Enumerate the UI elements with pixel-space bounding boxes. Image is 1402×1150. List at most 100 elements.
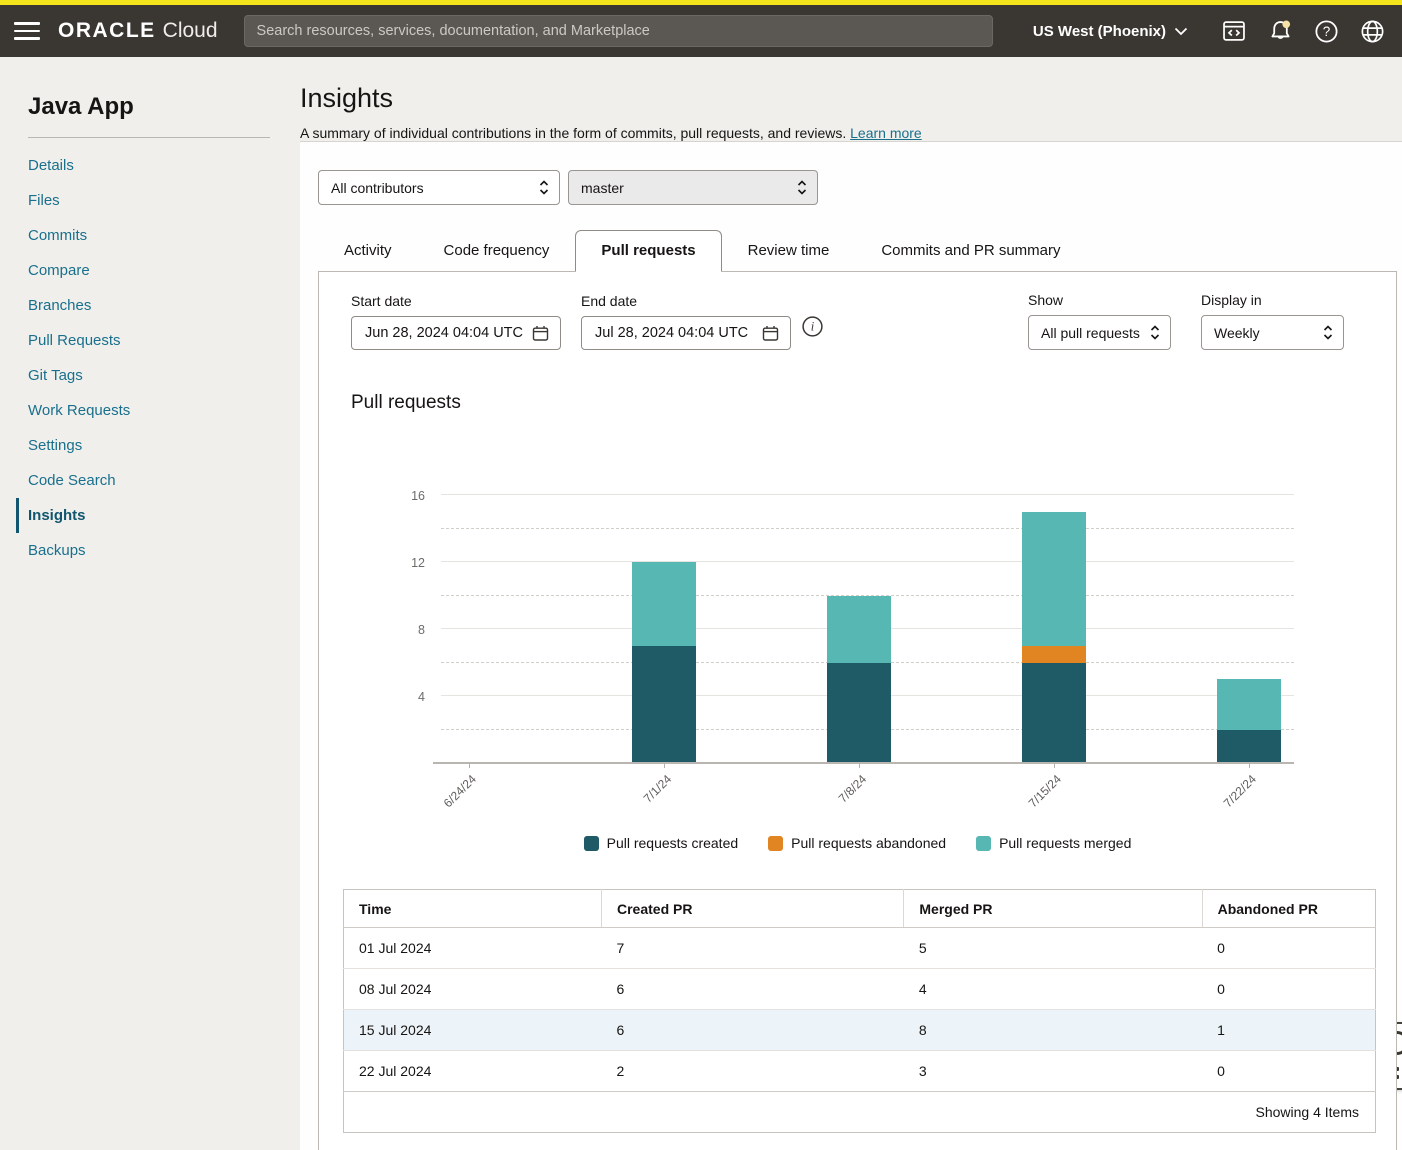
select-stepper-icon [1150, 325, 1160, 340]
end-date-input[interactable]: Jul 28, 2024 04:04 UTC [581, 316, 791, 350]
table-row[interactable]: 22 Jul 2024 2 3 0 [343, 1050, 1376, 1092]
help-icon[interactable]: ? [1312, 17, 1340, 45]
legend-item: Pull requests created [583, 835, 739, 851]
chart-legend: Pull requests created Pull requests aband… [319, 835, 1396, 851]
project-title: Java App [28, 93, 134, 120]
show-group: Show All pull requests [1028, 292, 1171, 350]
bar-segment[interactable] [1021, 645, 1086, 663]
tab-commits-pr-summary[interactable]: Commits and PR summary [881, 242, 1061, 259]
svg-text:i: i [811, 320, 815, 334]
region-selector[interactable]: US West (Phoenix) [1033, 23, 1188, 40]
notifications-bell-icon[interactable] [1266, 17, 1294, 45]
main-content: Insights A summary of individual contrib… [300, 57, 1402, 1150]
sidebar-item-commits[interactable]: Commits [28, 227, 88, 244]
table-row-highlighted[interactable]: 15 Jul 2024 6 8 1 [343, 1009, 1376, 1051]
start-date-value: Jun 28, 2024 04:04 UTC [365, 325, 523, 341]
table-row[interactable]: 01 Jul 2024 7 5 0 [343, 927, 1376, 969]
legend-label: Pull requests abandoned [791, 835, 947, 851]
show-select[interactable]: All pull requests [1028, 315, 1171, 350]
x-axis-tick [1053, 763, 1055, 768]
sidebar-item-compare[interactable]: Compare [28, 262, 90, 279]
showing-items-label: Showing 4 Items [343, 1091, 1376, 1133]
sidebar-item-details[interactable]: Details [28, 157, 74, 174]
sidebar-item-backups[interactable]: Backups [28, 542, 86, 559]
cell-time: 15 Jul 2024 [343, 1009, 602, 1051]
oracle-cloud-logo[interactable]: ORACLE Cloud [58, 19, 218, 43]
global-header: ORACLE Cloud US West (Phoenix) ? [0, 5, 1402, 57]
branch-select[interactable]: master [568, 170, 818, 205]
header-actions: US West (Phoenix) ? [1033, 17, 1386, 45]
tab-pull-requests[interactable]: Pull requests [575, 230, 722, 272]
x-axis-tick-label: 7/8/24 [835, 772, 869, 806]
cell-created: 7 [601, 927, 904, 969]
tab-activity[interactable]: Activity [344, 242, 392, 259]
info-icon[interactable]: i [801, 315, 824, 343]
x-axis-tick-label: 7/15/24 [1025, 772, 1064, 811]
pr-summary-table: Time Created PR Merged PR Abandoned PR 0… [343, 889, 1376, 1133]
bar-segment[interactable] [826, 595, 891, 663]
chart-title: Pull requests [351, 392, 461, 413]
start-date-input[interactable]: Jun 28, 2024 04:04 UTC [351, 316, 561, 350]
display-in-select[interactable]: Weekly [1201, 315, 1344, 350]
bar-segment[interactable] [632, 562, 697, 646]
search-input[interactable] [243, 15, 993, 47]
table-row[interactable]: 08 Jul 2024 6 4 0 [343, 968, 1376, 1010]
bar-segment[interactable] [1021, 662, 1086, 763]
sidebar-item-branches[interactable]: Branches [28, 297, 92, 314]
insights-tabs: Activity Code frequency Pull requests Re… [318, 230, 1397, 272]
tab-review-time[interactable]: Review time [747, 242, 830, 259]
x-axis-tick-label: 7/22/24 [1220, 772, 1259, 811]
calendar-icon[interactable] [531, 324, 550, 343]
column-header-created-pr[interactable]: Created PR [601, 889, 905, 928]
column-header-abandoned-pr[interactable]: Abandoned PR [1202, 889, 1376, 928]
cloud-shell-icon[interactable] [1220, 17, 1248, 45]
calendar-icon[interactable] [761, 324, 780, 343]
column-header-merged-pr[interactable]: Merged PR [903, 889, 1203, 928]
cell-merged: 5 [903, 927, 1203, 969]
bar-segment[interactable] [1021, 511, 1086, 646]
bar-segment[interactable] [1216, 729, 1281, 763]
chevron-down-icon [1174, 27, 1188, 35]
sidebar-item-files[interactable]: Files [28, 192, 60, 209]
end-date-value: Jul 28, 2024 04:04 UTC [595, 325, 749, 341]
sidebar-item-settings[interactable]: Settings [28, 437, 83, 454]
show-label: Show [1028, 292, 1064, 308]
column-header-time[interactable]: Time [343, 889, 602, 928]
svg-text:?: ? [1322, 24, 1330, 39]
sidebar-item-pull-requests[interactable]: Pull Requests [28, 332, 121, 349]
learn-more-link[interactable]: Learn more [850, 125, 922, 141]
legend-swatch [976, 835, 992, 851]
bar-segment[interactable] [632, 645, 697, 763]
project-sidebar: Java App Details Files Commits Compare B… [0, 57, 300, 1150]
page-title: Insights [300, 83, 394, 113]
cell-merged: 8 [903, 1009, 1203, 1051]
sidebar-item-insights[interactable]: Insights [16, 498, 300, 533]
region-label: US West (Phoenix) [1032, 22, 1166, 40]
legend-item: Pull requests abandoned [768, 835, 946, 851]
sidebar-item-code-search[interactable]: Code Search [28, 472, 116, 489]
global-search [243, 15, 993, 47]
x-axis-tick [858, 763, 860, 768]
sidebar-divider [28, 137, 270, 138]
show-value: All pull requests [1041, 324, 1140, 341]
brand-oracle: ORACLE [58, 19, 156, 42]
language-globe-icon[interactable] [1358, 17, 1386, 45]
filter-row: Start date Jun 28, 2024 04:04 UTC End da… [319, 272, 1396, 350]
legend-item: Pull requests merged [976, 835, 1131, 851]
contributors-select[interactable]: All contributors [318, 170, 560, 205]
menu-icon[interactable] [10, 16, 44, 46]
sidebar-item-git-tags[interactable]: Git Tags [28, 367, 83, 384]
description-text: A summary of individual contributions in… [300, 125, 847, 141]
sidebar-item-work-requests[interactable]: Work Requests [28, 402, 131, 419]
top-accent-bar [0, 0, 1402, 5]
x-axis-tick [469, 763, 471, 768]
tab-code-frequency[interactable]: Code frequency [443, 242, 550, 259]
legend-label: Pull requests created [606, 835, 739, 851]
display-in-value: Weekly [1214, 324, 1260, 341]
end-date-label: End date [581, 293, 638, 309]
bar-segment[interactable] [1216, 679, 1281, 730]
legend-swatch [768, 835, 784, 851]
branch-value: master [581, 179, 624, 196]
select-stepper-icon [539, 180, 549, 195]
bar-segment[interactable] [826, 662, 891, 763]
